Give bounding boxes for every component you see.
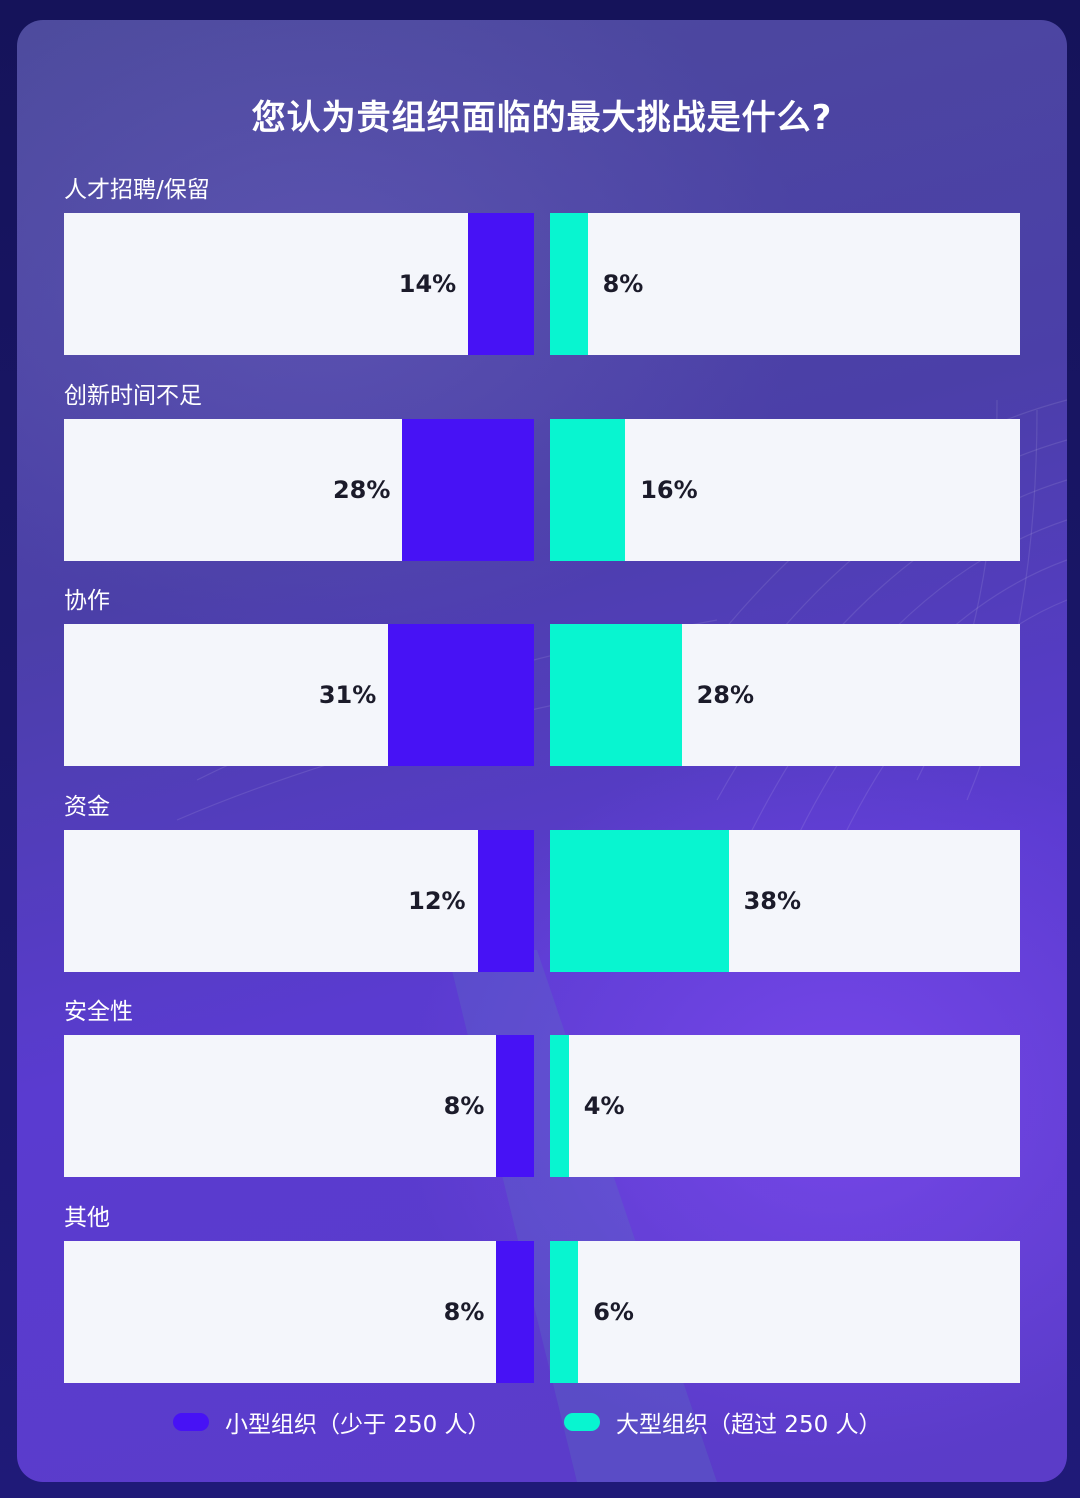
bar-large-org (550, 1035, 569, 1177)
data-label-large-org: 38% (743, 886, 802, 915)
legend-swatch-large-org (564, 1413, 600, 1431)
category-label: 安全性 (64, 999, 133, 1025)
category-label: 其他 (64, 1204, 110, 1231)
bar-track-large-org: 38% (550, 829, 1020, 972)
data-label-large-org: 6% (593, 1297, 634, 1326)
bar-small-org (388, 624, 534, 766)
bar-track-large-org: 6% (550, 1240, 1020, 1383)
data-label-small-org: 8% (443, 1297, 485, 1326)
legend-swatch-small-org (173, 1413, 209, 1431)
chart-title: 您认为贵组织面临的最大挑战是什么? (251, 98, 833, 138)
bar-small-org (496, 1035, 534, 1177)
bar-track-large-org: 8% (550, 213, 1020, 355)
bar-track-small-org: 8% (64, 1240, 534, 1383)
data-label-large-org: 16% (640, 475, 698, 504)
bar-track-small-org: 31% (64, 624, 534, 766)
bar-large-org (550, 624, 682, 766)
category-label: 人才招聘/保留 (64, 177, 210, 203)
data-label-small-org: 12% (408, 886, 466, 915)
data-label-small-org: 31% (318, 681, 377, 709)
legend-item-large-org: 大型组织（超过 250 人） (564, 1400, 882, 1444)
bar-small-org (477, 829, 534, 972)
bar-track-small-org: 8% (64, 1035, 534, 1177)
legend-label-large-org: 大型组织（超过 250 人） (616, 1412, 882, 1438)
bar-large-org (550, 213, 588, 355)
category-label: 资金 (64, 793, 110, 820)
bar-large-org (550, 829, 729, 972)
data-label-small-org: 14% (398, 270, 457, 298)
data-label-small-org: 28% (332, 475, 391, 504)
legend-label-small-org: 小型组织（少于 250 人） (225, 1412, 491, 1438)
data-label-large-org: 8% (602, 270, 644, 298)
bar-track-small-org: 28% (64, 418, 534, 561)
data-label-large-org: 28% (696, 681, 755, 709)
bar-track-small-org: 12% (64, 829, 534, 972)
bar-track-large-org: 16% (550, 418, 1020, 561)
bar-small-org (402, 418, 534, 561)
legend-item-small-org: 小型组织（少于 250 人） (173, 1400, 491, 1444)
bar-large-org (550, 418, 626, 561)
category-label: 协作 (64, 588, 110, 614)
bar-track-large-org: 4% (550, 1035, 1020, 1177)
chart-card: 您认为贵组织面临的最大挑战是什么? 人才招聘/保留 14% 8% 创新时间不足 28% 1… (17, 20, 1067, 1482)
data-label-large-org: 4% (583, 1092, 625, 1120)
bar-track-large-org: 28% (550, 624, 1020, 766)
data-label-small-org: 8% (443, 1092, 485, 1120)
bar-track-small-org: 14% (64, 213, 534, 355)
bar-large-org (550, 1240, 579, 1383)
category-label: 创新时间不足 (64, 382, 202, 409)
bar-small-org (468, 213, 534, 355)
bar-small-org (496, 1240, 534, 1383)
